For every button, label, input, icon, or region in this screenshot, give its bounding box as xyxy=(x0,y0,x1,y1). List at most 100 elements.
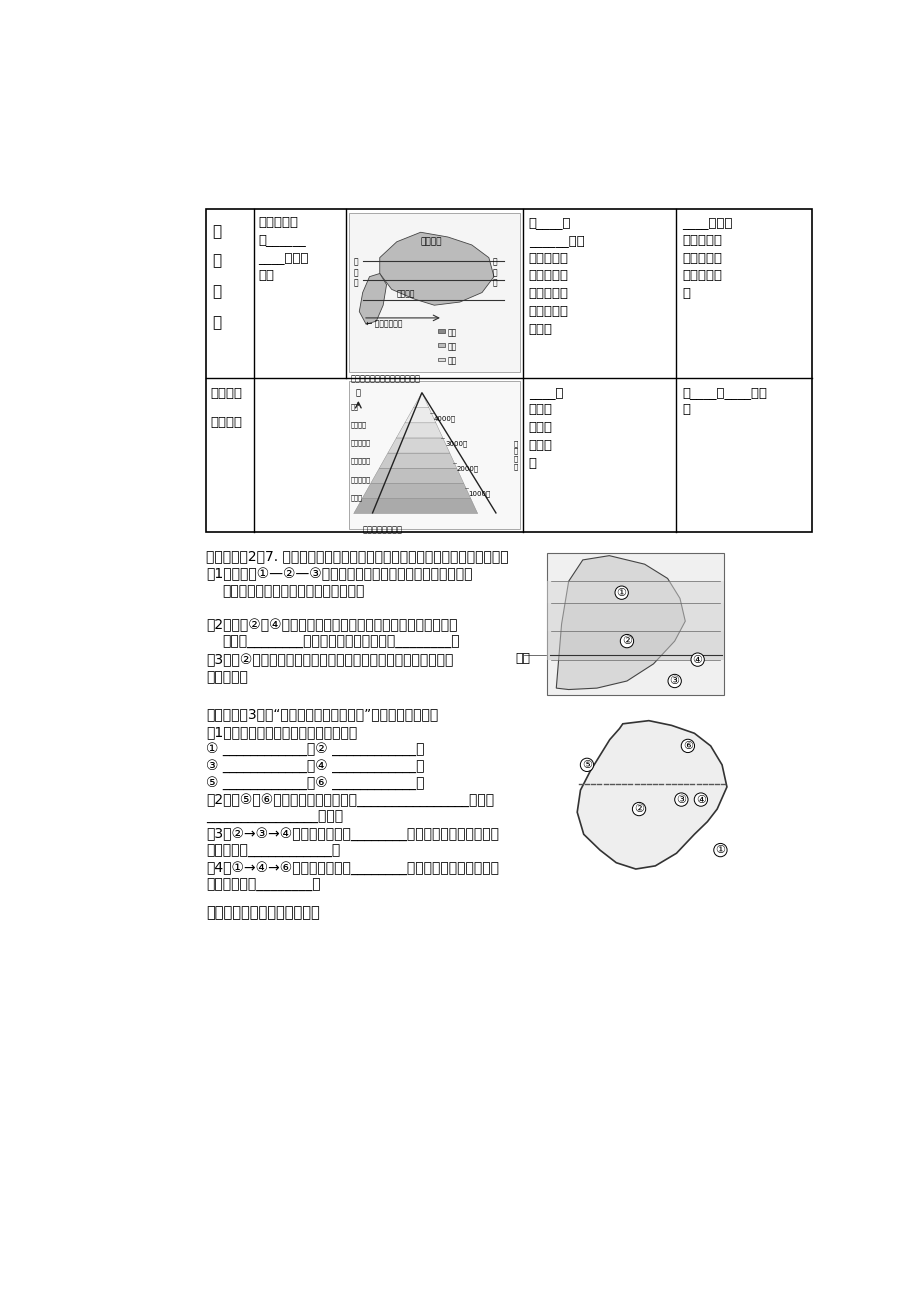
Polygon shape xyxy=(379,453,456,469)
Text: ⑥: ⑥ xyxy=(682,741,692,751)
Text: 2000米: 2000米 xyxy=(456,465,479,473)
Text: 的方向: 的方向 xyxy=(528,323,552,336)
Text: 太
平
洋: 太 平 洋 xyxy=(492,258,496,288)
Text: 常绿阔叶林: 常绿阔叶林 xyxy=(350,477,370,483)
Polygon shape xyxy=(362,483,471,499)
Text: 【考例探究3】读“澳大利亚自然带分布图”，完成下列各题。: 【考例探究3】读“澳大利亚自然带分布图”，完成下列各题。 xyxy=(206,707,438,721)
Text: ⑤: ⑤ xyxy=(582,760,591,769)
Text: 有何差异。: 有何差异。 xyxy=(206,669,248,684)
Polygon shape xyxy=(359,273,386,324)
Text: （2）与⑤、⑥相应的气候类型分布是________________气候和: （2）与⑤、⑥相应的气候类型分布是________________气候和 xyxy=(206,793,494,807)
Text: 方向或经度: 方向或经度 xyxy=(528,270,568,283)
Text: ④: ④ xyxy=(692,655,702,664)
Text: 沿海向内陆: 沿海向内陆 xyxy=(258,216,298,229)
Text: （4）①→④→⑥的变化，反映出________地带性的分异，这种成因: （4）①→④→⑥的变化，反映出________地带性的分异，这种成因 xyxy=(206,861,499,875)
Text: 水
平
距
离: 水 平 距 离 xyxy=(513,440,517,470)
Text: 垂直地域: 垂直地域 xyxy=(210,387,242,400)
Text: 异: 异 xyxy=(528,457,537,470)
Bar xyxy=(437,329,445,333)
Text: 垂直自然带示意图: 垂直自然带示意图 xyxy=(362,526,403,535)
Text: 象的是________，属于非地带性现象的是________。: 象的是________，属于非地带性现象的是________。 xyxy=(221,635,460,650)
Text: ④: ④ xyxy=(695,794,705,805)
Text: 荒漠: 荒漠 xyxy=(448,357,457,366)
Text: 主导因素是____________。: 主导因素是____________。 xyxy=(206,844,340,858)
Polygon shape xyxy=(413,393,428,408)
Text: ②: ② xyxy=(621,637,631,646)
Text: 变化的方向: 变化的方向 xyxy=(528,288,568,301)
Bar xyxy=(348,381,519,529)
Bar xyxy=(547,603,723,631)
Polygon shape xyxy=(404,408,436,423)
Text: ________________气候。: ________________气候。 xyxy=(206,810,343,824)
Polygon shape xyxy=(380,232,494,305)
Text: ← 环境分异方向: ← 环境分异方向 xyxy=(366,319,403,328)
Text: （______: （______ xyxy=(258,233,306,246)
Text: 北: 北 xyxy=(355,389,360,398)
Text: 或纬线延伸: 或纬线延伸 xyxy=(528,305,568,318)
Text: 即经线延伸: 即经线延伸 xyxy=(682,234,721,247)
Text: 针阁混交林: 针阁混交林 xyxy=(350,440,370,447)
Text: 显）: 显） xyxy=(258,268,274,281)
Text: 直方向: 直方向 xyxy=(528,421,552,434)
Text: 赤道: 赤道 xyxy=(515,651,529,664)
Text: 件在垂: 件在垂 xyxy=(528,404,552,417)
Text: 探究点三：垂直地域分异规律: 探究点三：垂直地域分异规律 xyxy=(206,905,320,921)
Bar xyxy=(547,581,723,603)
Text: 律: 律 xyxy=(212,315,221,329)
Text: 1000米: 1000米 xyxy=(468,491,490,497)
Text: ①: ① xyxy=(616,587,626,598)
Text: 从____到: 从____到 xyxy=(528,216,571,229)
Text: 落叶阔叶林: 落叶阔叶林 xyxy=(350,458,370,465)
Text: （3）②→③→④的变化，反映出________地带性的分异，其成因的: （3）②→③→④的变化，反映出________地带性的分异，其成因的 xyxy=(206,827,499,841)
Polygon shape xyxy=(396,423,442,437)
Text: （2）图中②与④为同种自然带，但成因不同，其中属于地带性现: （2）图中②与④为同种自然带，但成因不同，其中属于地带性现 xyxy=(206,618,458,633)
Bar xyxy=(547,631,723,660)
Polygon shape xyxy=(556,556,685,690)
Polygon shape xyxy=(370,469,463,483)
Text: ①: ① xyxy=(715,845,725,855)
Text: 森林: 森林 xyxy=(448,328,457,337)
Text: 化: 化 xyxy=(682,404,689,417)
Bar xyxy=(348,214,519,372)
Text: 分: 分 xyxy=(212,224,221,240)
Text: （1）自然带①—②—③的变化体现陆地自然带的什么地域分异规: （1）自然带①—②—③的变化体现陆地自然带的什么地域分异规 xyxy=(206,568,472,582)
Bar xyxy=(206,208,811,533)
Text: ③: ③ xyxy=(675,794,686,805)
Text: ③ ____________，④ ____________，: ③ ____________，④ ____________， xyxy=(206,759,425,773)
Text: 草原: 草原 xyxy=(448,342,457,352)
Text: 上的差: 上的差 xyxy=(528,439,552,452)
Text: 4000米: 4000米 xyxy=(433,415,455,422)
Text: 从____到____的变: 从____到____的变 xyxy=(682,385,766,398)
Text: 规: 规 xyxy=(212,284,221,299)
Text: 度变化的方: 度变化的方 xyxy=(682,270,721,283)
Text: 分异规律: 分异规律 xyxy=(210,417,242,430)
Polygon shape xyxy=(353,499,477,513)
Polygon shape xyxy=(388,437,449,453)
Text: 的方向或纬: 的方向或纬 xyxy=(682,251,721,264)
Text: （3）当②自然带中南部的动物大举北迁时，图中地区的昼夜状况: （3）当②自然带中南部的动物大举北迁时，图中地区的昼夜状况 xyxy=(206,652,453,667)
Text: 3000米: 3000米 xyxy=(445,440,467,447)
Text: （1）图中数码所代表的自然带分布是：: （1）图中数码所代表的自然带分布是： xyxy=(206,725,357,740)
Text: 欧亚大陆: 欧亚大陆 xyxy=(420,237,442,246)
Text: ②: ② xyxy=(633,805,643,814)
Text: 异: 异 xyxy=(212,254,221,268)
Text: 【考例探究2】7. 读非洲大陆部分地区自然带分布图（右图），完成下列问题。: 【考例探究2】7. 读非洲大陆部分地区自然带分布图（右图），完成下列问题。 xyxy=(206,549,508,562)
Text: 大
西
洋: 大 西 洋 xyxy=(353,258,357,288)
Text: ____方向，: ____方向， xyxy=(682,216,732,229)
Text: ③: ③ xyxy=(669,676,679,686)
Text: 中亚腹地: 中亚腹地 xyxy=(396,289,414,298)
Text: ① ____________，② ____________，: ① ____________，② ____________， xyxy=(206,742,425,756)
Text: 高山草甸: 高山草甸 xyxy=(350,422,366,428)
Text: 积雪: 积雪 xyxy=(350,404,358,410)
Text: ______的方: ______的方 xyxy=(528,234,584,247)
Text: 的主导因素是________。: 的主导因素是________。 xyxy=(206,878,321,892)
Text: ⑤ ____________，⑥ ____________；: ⑤ ____________，⑥ ____________； xyxy=(206,776,425,790)
Polygon shape xyxy=(576,720,726,868)
Text: 向: 向 xyxy=(682,288,689,301)
Text: 农耕带: 农耕带 xyxy=(350,493,362,501)
Bar xyxy=(437,344,445,348)
Bar xyxy=(437,358,445,362)
Text: 律？形成这种规律的主要原因是什么？: 律？形成这种规律的主要原因是什么？ xyxy=(221,585,364,599)
Text: ____条: ____条 xyxy=(528,385,562,398)
Text: 向，即东西: 向，即东西 xyxy=(528,251,568,264)
